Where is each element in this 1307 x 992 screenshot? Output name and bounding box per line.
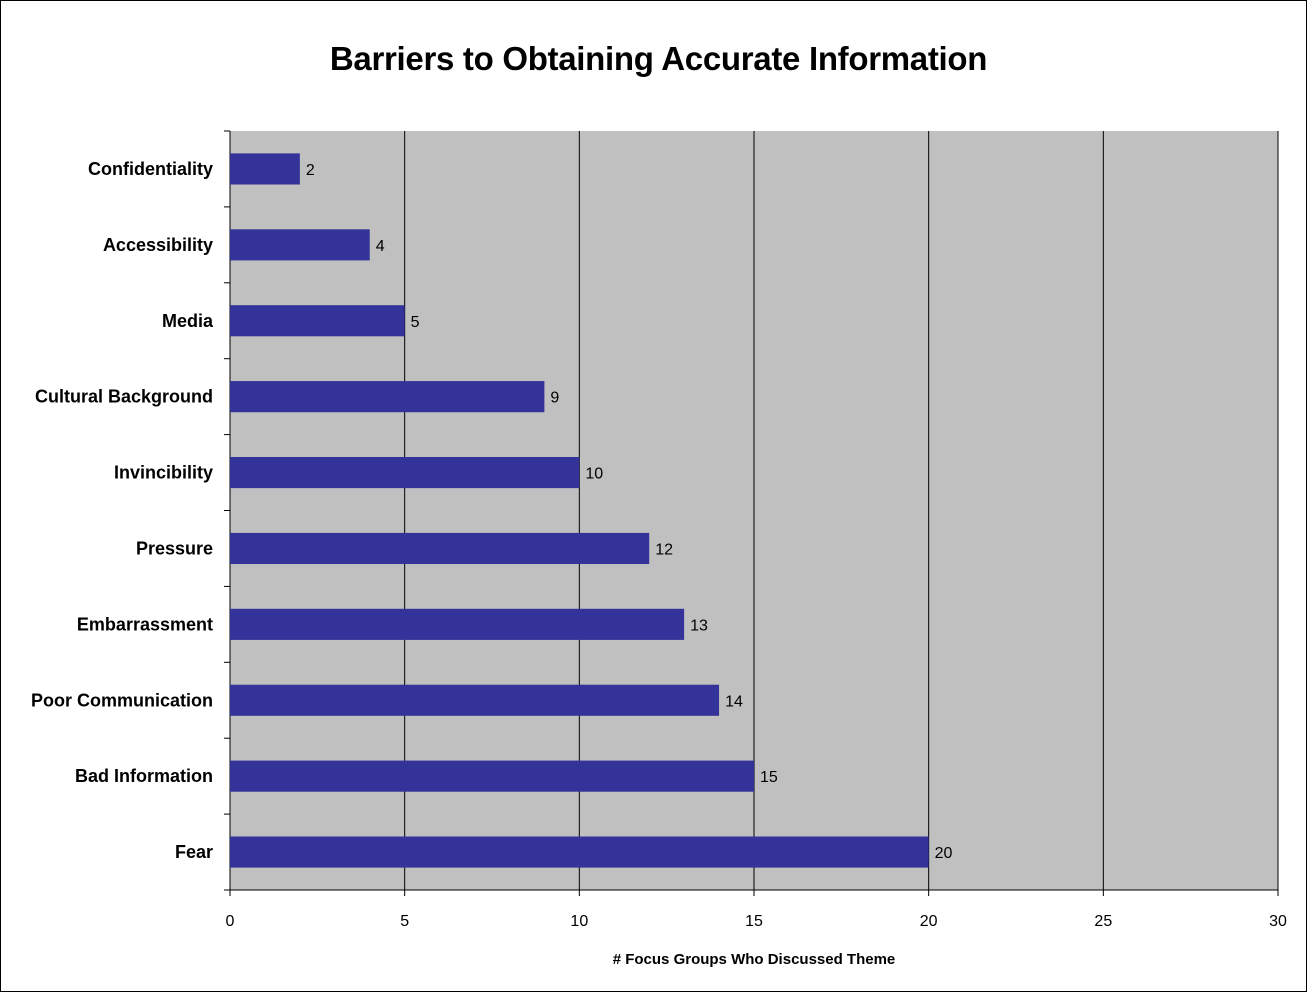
category-label: Invincibility (114, 463, 213, 483)
category-label: Embarrassment (77, 614, 213, 634)
category-label: Cultural Background (35, 387, 213, 407)
category-label: Poor Communication (31, 690, 213, 710)
data-label: 12 (655, 541, 673, 558)
x-tick-labels: 0 5 10 15 20 25 30 (226, 913, 1287, 930)
bar (230, 608, 685, 640)
data-label: 2 (306, 162, 315, 179)
x-tick-label: 30 (1269, 913, 1287, 930)
data-label: 15 (760, 769, 778, 786)
data-label: 4 (376, 238, 385, 255)
category-label: Bad Information (75, 766, 213, 786)
chart-title: Barriers to Obtaining Accurate Informati… (329, 40, 988, 77)
category-label: Confidentiality (88, 159, 213, 179)
category-label: Fear (175, 842, 213, 862)
data-label: 5 (411, 314, 420, 331)
data-label: 13 (690, 617, 708, 634)
x-axis-title: # Focus Groups Who Discussed Theme (613, 951, 896, 968)
bar (230, 836, 929, 868)
bar (230, 456, 580, 489)
bar (230, 532, 650, 565)
category-labels: Confidentiality Accessibility Media Cultura… (31, 159, 214, 862)
x-tick-label: 25 (1094, 913, 1112, 930)
x-tick-label: 20 (920, 913, 938, 930)
category-label: Media (162, 311, 214, 331)
bar (230, 305, 405, 337)
x-tick-label: 10 (570, 913, 588, 930)
category-label: Pressure (136, 538, 213, 558)
bar (230, 760, 754, 792)
x-tick-label: 5 (400, 913, 409, 930)
data-label: 14 (725, 693, 743, 710)
data-label: 9 (550, 390, 559, 407)
x-tick-label: 0 (226, 913, 235, 930)
bar (230, 229, 370, 261)
bars: 2 4 5 9 10 12 13 14 15 20 (230, 153, 953, 868)
x-tick-label: 15 (745, 913, 763, 930)
bar (230, 153, 300, 185)
data-label: 20 (935, 845, 953, 862)
bar (230, 684, 720, 716)
category-label: Accessibility (103, 235, 213, 255)
bar (230, 381, 545, 413)
data-label: 10 (585, 466, 603, 483)
